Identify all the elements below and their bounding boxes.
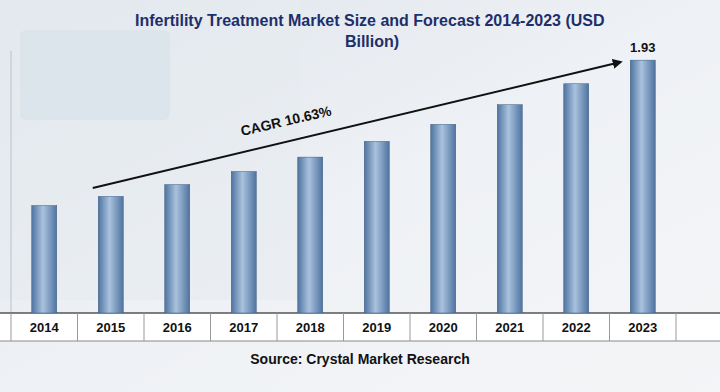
bar: [564, 84, 589, 313]
bar: [32, 206, 57, 313]
bar: [298, 157, 323, 313]
x-separator: [676, 313, 677, 341]
x-separator: [410, 313, 411, 341]
background: [0, 0, 720, 392]
x-axis-bottom-line: [0, 341, 720, 342]
x-tick-label: 2017: [229, 320, 258, 335]
x-axis-band: [0, 313, 720, 341]
title: Infertility Treatment Market Size and Fo…: [135, 12, 609, 50]
y-axis-line: [11, 51, 12, 313]
bar: [165, 185, 190, 313]
x-separator: [11, 313, 12, 341]
x-tick-label: 2023: [628, 320, 657, 335]
bars: [32, 60, 656, 313]
cagr-arrow: [93, 62, 621, 188]
x-separator: [210, 313, 211, 341]
x-separator: [277, 313, 278, 341]
x-tick-label: 2022: [562, 320, 591, 335]
x-separator: [543, 313, 544, 341]
x-tick-label: 2016: [163, 320, 192, 335]
x-tick-label: 2021: [495, 320, 524, 335]
bar: [431, 124, 456, 313]
x-separator: [343, 313, 344, 341]
x-separator: [77, 313, 78, 341]
x-separator: [609, 313, 610, 341]
x-tick-label: 2014: [30, 320, 60, 335]
x-tick-label: 2018: [296, 320, 325, 335]
bar: [364, 141, 389, 313]
title-line: Infertility Treatment Market Size and Fo…: [135, 12, 609, 29]
x-tick-label: 2020: [429, 320, 458, 335]
bar: [231, 172, 256, 313]
source: Source: Crystal Market Research: [250, 351, 469, 367]
bar: [497, 105, 522, 313]
x-separator: [476, 313, 477, 341]
bar: [630, 60, 655, 313]
x-separator: [144, 313, 145, 341]
title-line: Billion): [345, 33, 399, 50]
background-screen: [20, 30, 170, 120]
bar: [98, 196, 123, 313]
annotation: CAGR 10.63%: [239, 102, 333, 139]
data-label: 1.93: [630, 40, 655, 55]
x-tick-label: 2019: [362, 320, 391, 335]
x-tick-label: 2015: [96, 320, 125, 335]
